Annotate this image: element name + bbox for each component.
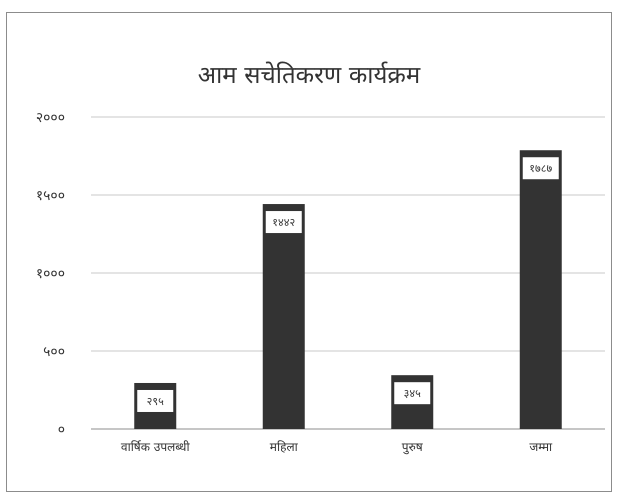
x-tick-label: जम्मा <box>529 440 553 454</box>
x-tick-label: महिला <box>270 440 299 454</box>
chart-title: आम सचेतिकरण कार्यक्रम <box>198 61 421 89</box>
y-tick-label: ५०० <box>43 344 65 360</box>
x-tick-label: पुरुष <box>402 440 424 455</box>
y-axis-ticks: ० ५०० १००० १५०० २००० <box>36 110 65 438</box>
data-label-box <box>522 157 559 180</box>
x-tick-label: वार्षिक उपलब्धी <box>121 440 191 454</box>
bar <box>519 150 562 429</box>
y-tick-label: २००० <box>36 110 65 126</box>
data-label: १४४२ <box>272 216 295 229</box>
data-label: १७८७ <box>529 162 552 175</box>
y-tick-label: ० <box>58 422 65 438</box>
bar <box>262 204 305 429</box>
chart-frame: आम सचेतिकरण कार्यक्रम ० ५०० १००० १५०० २००० २… <box>6 12 612 492</box>
data-label-box <box>394 382 431 405</box>
data-label: ३४५ <box>404 387 421 400</box>
data-label-box <box>265 211 302 234</box>
gridlines <box>91 116 605 430</box>
y-tick-label: १५०० <box>36 188 65 204</box>
data-label: २९५ <box>147 395 164 408</box>
bar-chart: आम सचेतिकरण कार्यक्रम ० ५०० १००० १५०० २००० २… <box>36 61 605 455</box>
data-label-box <box>137 389 174 412</box>
y-tick-label: १००० <box>36 266 65 282</box>
bars: २९५ १४४२ ३४५ १७८७ <box>134 150 562 429</box>
x-axis-ticks: वार्षिक उपलब्धी महिला पुरुष जम्मा <box>121 440 553 455</box>
